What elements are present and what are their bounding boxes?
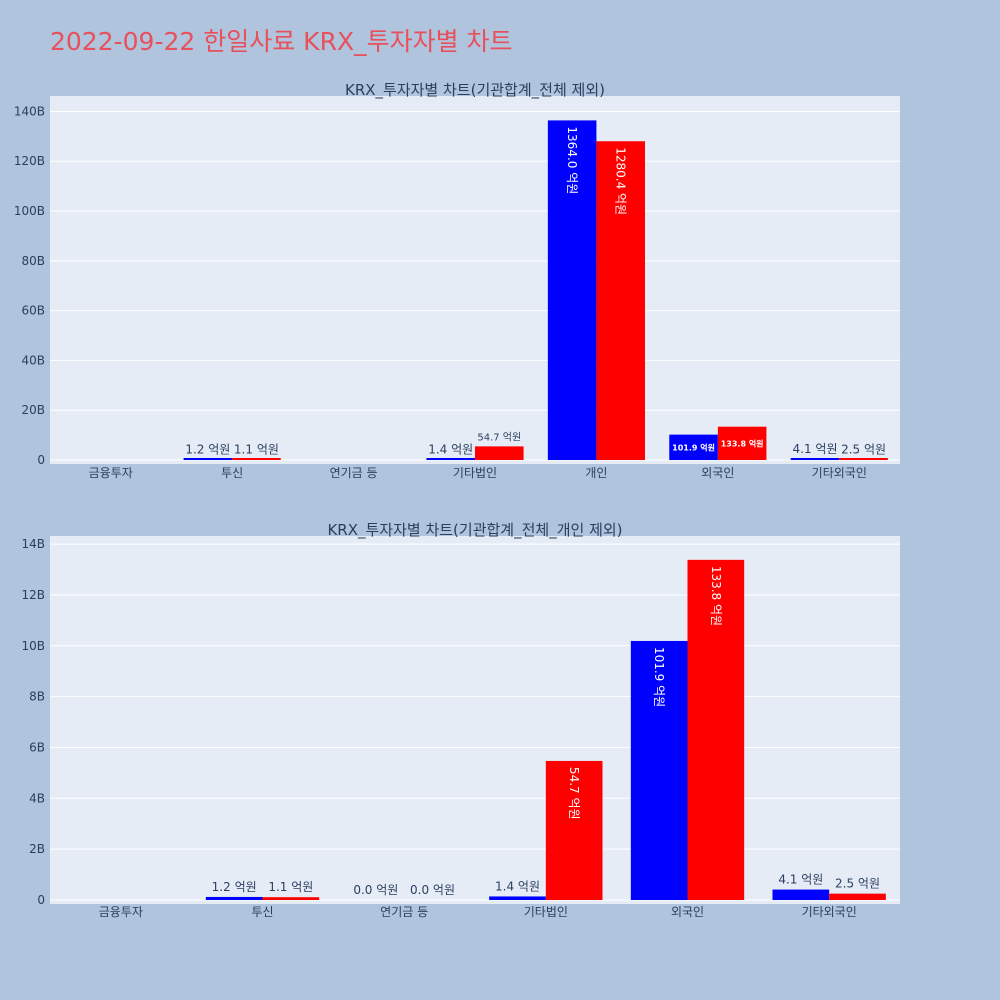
x-tick-label: 외국인: [671, 905, 704, 919]
bar: [183, 458, 233, 460]
chart-title: KRX_투자자별 차트(기관합계_전체 제외): [345, 81, 605, 100]
y-tick-label: 12B: [21, 588, 45, 602]
data-label: 1.4 억원: [428, 443, 473, 457]
x-tick-label: 금융투자: [89, 466, 133, 480]
x-tick-label: 연기금 등: [330, 466, 378, 480]
data-label: 4.1 억원: [778, 873, 823, 887]
bar: [630, 640, 688, 900]
data-label: 0.0 억원: [353, 883, 398, 897]
y-tick-label: 8B: [29, 690, 45, 704]
y-tick-label: 10B: [21, 639, 45, 653]
y-tick-label: 40B: [21, 353, 45, 367]
data-label: 4.1 억원: [793, 442, 838, 456]
bar: [205, 896, 263, 900]
bar: [772, 889, 830, 900]
y-tick-label: 100B: [14, 204, 45, 218]
bar: [596, 141, 645, 460]
x-tick-label: 기타법인: [524, 905, 568, 919]
bar: [547, 120, 597, 460]
bar: [669, 434, 718, 460]
bar: [839, 458, 888, 460]
y-tick-label: 60B: [21, 304, 45, 318]
y-tick-label: 0: [37, 893, 45, 907]
data-label: 1.4 억원: [495, 879, 540, 893]
bar: [790, 458, 840, 460]
y-tick-label: 80B: [21, 254, 45, 268]
x-tick-label: 개인: [585, 466, 607, 480]
bar: [262, 897, 320, 900]
data-label: 1.2 억원: [212, 880, 257, 894]
bar: [475, 446, 524, 460]
x-tick-label: 기타외국인: [802, 905, 857, 919]
data-label: 1280.4 억원: [614, 147, 628, 215]
bar: [687, 559, 745, 900]
x-tick-label: 투신: [221, 466, 243, 480]
data-label: 1364.0 억원: [565, 126, 579, 194]
bar: [829, 893, 886, 900]
data-label: 1.1 억원: [268, 880, 313, 894]
y-tick-label: 14B: [21, 537, 45, 551]
x-tick-label: 외국인: [701, 466, 734, 480]
x-tick-label: 금융투자: [99, 905, 143, 919]
bar: [489, 896, 546, 900]
bar: [717, 426, 767, 460]
chart-2: 0 2B 4B 6B 8B 10B 12B 14B KRX_투자자별 차트(기관합계_전체_개인…: [21, 521, 900, 919]
chart-1: 0 20B 40B 60B 80B 100B 120B 140B KRX_투자자별 차트(기관합…: [14, 81, 900, 480]
x-tick-label: 기타법인: [453, 466, 497, 480]
bar: [545, 760, 603, 900]
x-tick-label: 투신: [251, 905, 273, 919]
data-label: 133.8 억원: [709, 566, 723, 626]
y-tick-label: 4B: [29, 791, 45, 805]
plot-area: [50, 96, 900, 464]
bar: [232, 458, 281, 460]
bar: [426, 458, 475, 460]
data-label: 1.1 억원: [234, 443, 279, 457]
y-tick-label: 140B: [14, 104, 45, 118]
data-label: 54.7 억원: [567, 767, 581, 820]
y-tick-label: 20B: [21, 403, 45, 417]
y-tick-label: 2B: [29, 842, 45, 856]
data-label: 0.0 억원: [410, 883, 455, 897]
plot-area: [50, 536, 900, 904]
data-label: 101.9 억원: [672, 442, 715, 452]
page-title: 2022-09-22 한일사료 KRX_투자자별 차트: [50, 27, 513, 56]
data-label: 1.2 억원: [185, 443, 230, 457]
y-tick-label: 120B: [14, 154, 45, 168]
data-label: 133.8 억원: [721, 438, 764, 448]
data-label: 2.5 억원: [841, 442, 886, 456]
data-label: 101.9 억원: [652, 647, 666, 707]
x-tick-label: 연기금 등: [380, 905, 428, 919]
y-tick-label: 6B: [29, 740, 45, 754]
chart-title: KRX_투자자별 차트(기관합계_전체_개인 제외): [327, 521, 622, 540]
x-tick-label: 기타외국인: [812, 466, 867, 480]
data-label: 54.7 억원: [477, 431, 521, 443]
y-tick-label: 0: [37, 453, 45, 467]
data-label: 2.5 억원: [835, 877, 880, 891]
